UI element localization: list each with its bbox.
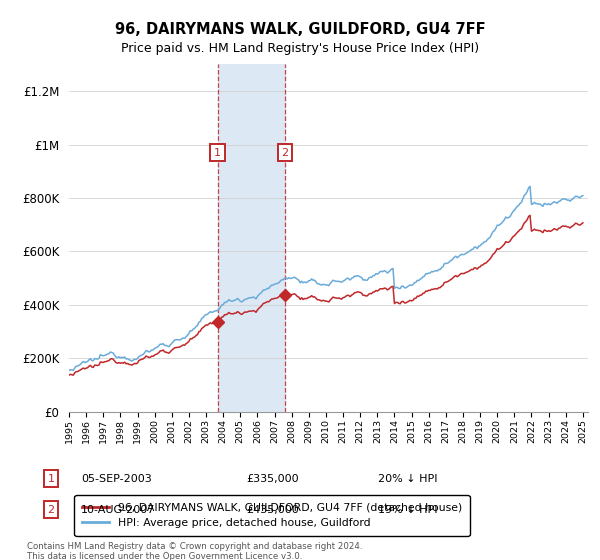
Text: 20% ↓ HPI: 20% ↓ HPI (378, 474, 437, 484)
Text: 2: 2 (281, 147, 289, 157)
Legend: 96, DAIRYMANS WALK, GUILDFORD, GU4 7FF (detached house), HPI: Average price, det: 96, DAIRYMANS WALK, GUILDFORD, GU4 7FF (… (74, 495, 470, 536)
Text: 2: 2 (47, 505, 55, 515)
Text: Price paid vs. HM Land Registry's House Price Index (HPI): Price paid vs. HM Land Registry's House … (121, 42, 479, 55)
Text: 96, DAIRYMANS WALK, GUILDFORD, GU4 7FF: 96, DAIRYMANS WALK, GUILDFORD, GU4 7FF (115, 22, 485, 38)
Text: 05-SEP-2003: 05-SEP-2003 (81, 474, 152, 484)
Bar (218, 64, 285, 412)
Text: Contains HM Land Registry data © Crown copyright and database right 2024.
This d: Contains HM Land Registry data © Crown c… (27, 542, 362, 560)
Text: 1: 1 (47, 474, 55, 484)
Text: 1: 1 (214, 147, 221, 157)
Text: £335,000: £335,000 (246, 474, 299, 484)
Text: 10-AUG-2007: 10-AUG-2007 (81, 505, 155, 515)
Text: £435,000: £435,000 (246, 505, 299, 515)
Text: 19% ↓ HPI: 19% ↓ HPI (378, 505, 437, 515)
